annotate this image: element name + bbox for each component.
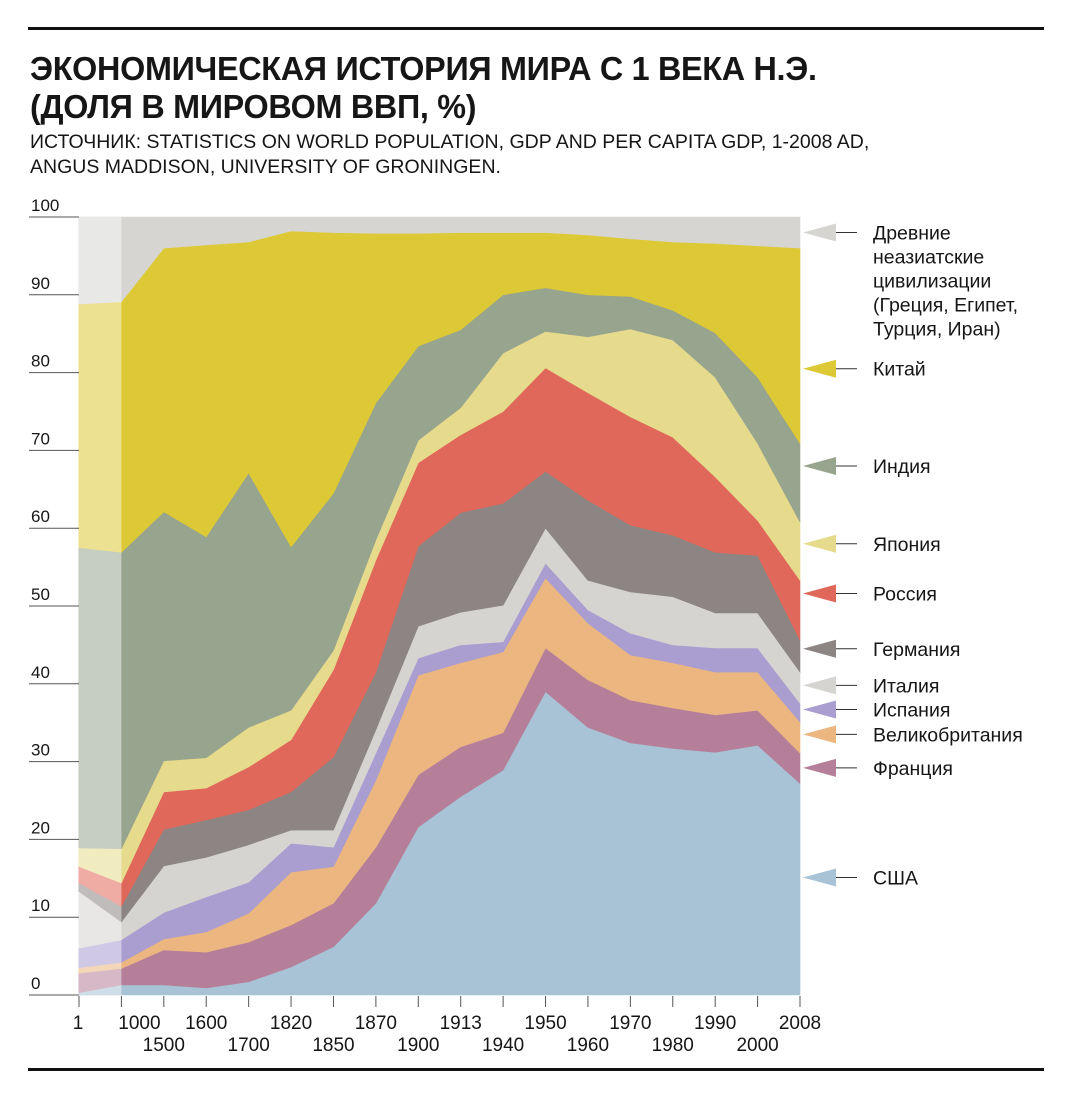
chart-source-line-1: ИСТОЧНИК: STATISTICS ON WORLD POPULATION…: [30, 131, 870, 153]
x-tick-label: 1940: [482, 1035, 524, 1056]
legend-label: США: [873, 868, 918, 890]
area-series-10: [78, 216, 801, 305]
x-tick-label: 1900: [397, 1035, 439, 1056]
x-tick-label: 1820: [270, 1013, 312, 1034]
legend-label: Италия: [873, 675, 939, 697]
legend-item-япония: Япония: [803, 534, 941, 556]
legend-item-испания: Испания: [803, 699, 950, 721]
y-tick-label: 70: [31, 429, 50, 448]
chart-source: ИСТОЧНИК: STATISTICS ON WORLD POPULATION…: [30, 130, 1070, 180]
legend-swatch-triangle-icon: [803, 534, 836, 553]
legend-label: Китай: [873, 359, 926, 381]
y-tick-label: 0: [31, 974, 40, 993]
faded-era-rect: [79, 217, 122, 995]
y-tick-label: 60: [31, 507, 50, 526]
x-tick-label: 1870: [355, 1013, 397, 1034]
legend-swatch-triangle-icon: [803, 223, 836, 242]
legend-item-италия: Италия: [803, 675, 939, 697]
y-tick-label: 100: [31, 196, 59, 215]
legend-label: Турция, Иран): [873, 319, 1001, 341]
legend-item-сша: США: [803, 868, 918, 890]
legend-label: Россия: [873, 584, 937, 606]
y-tick-label: 30: [31, 741, 50, 760]
chart-title: ЭКОНОМИЧЕСКАЯ ИСТОРИЯ МИРА С 1 ВЕКА Н.Э.…: [30, 50, 1049, 126]
legend-swatch-triangle-icon: [803, 868, 836, 887]
y-axis: 0 10 20 30 40 50 60 70 80 90 100: [29, 196, 79, 996]
y-tick-label: 10: [31, 896, 50, 915]
legend-item-великобритания: Великобритания: [803, 724, 1023, 746]
y-tick-label: 20: [31, 818, 50, 837]
legend-swatch-triangle-icon: [803, 758, 836, 777]
x-tick-label: 1913: [440, 1013, 482, 1034]
legend-item-индия: Индия: [803, 456, 931, 478]
x-tick-label: 1850: [312, 1035, 354, 1056]
x-tick-label: 1990: [694, 1013, 736, 1034]
legend-label: Япония: [873, 534, 941, 556]
faded-era-overlay: [79, 217, 122, 995]
chart-title-line-1: ЭКОНОМИЧЕСКАЯ ИСТОРИЯ МИРА С 1 ВЕКА Н.Э.: [30, 50, 817, 87]
legend-label: неазиатские: [873, 247, 984, 269]
y-tick-label: 80: [31, 352, 50, 371]
legend-swatch-triangle-icon: [803, 700, 836, 719]
x-axis: 1 100015001600170018201850187019001913194…: [73, 996, 821, 1056]
x-tick-label: 1970: [609, 1013, 651, 1034]
legend-swatch-triangle-icon: [803, 584, 836, 603]
y-tick-label: 40: [31, 663, 50, 682]
x-tick-label: 1: [73, 1013, 84, 1034]
legend-item-германия: Германия: [803, 639, 960, 661]
legend-item-россия: Россия: [803, 584, 937, 606]
legend-swatch-triangle-icon: [803, 359, 836, 378]
x-tick-label: 1950: [524, 1013, 566, 1034]
y-tick-label: 50: [31, 585, 50, 604]
legend-label: (Греция, Египет,: [873, 295, 1018, 317]
y-tick-label: 90: [31, 274, 50, 293]
chart-title-line-2: (ДОЛЯ В МИРОВОМ ВВП, %): [30, 88, 477, 125]
x-tick-label: 1700: [228, 1035, 270, 1056]
legend-label: Испания: [873, 699, 950, 721]
chart-source-line-2: ANGUS MADDISON, UNIVERSITY OF GRONINGEN.: [30, 156, 501, 178]
x-tick-label: 1600: [185, 1013, 227, 1034]
x-tick-label: 1000: [118, 1013, 160, 1034]
top-rule: [28, 27, 1044, 30]
legend-label: Германия: [873, 639, 960, 661]
legend-label: Индия: [873, 456, 931, 478]
legend-swatch-triangle-icon: [803, 639, 836, 658]
legend-item-франция: Франция: [803, 758, 953, 780]
legend-swatch-triangle-icon: [803, 725, 836, 744]
legend-label: Древние: [873, 223, 951, 245]
x-tick-label: 1960: [567, 1035, 609, 1056]
legend-swatch-triangle-icon: [803, 676, 836, 695]
chart-areas: [78, 216, 801, 996]
legend-label: Великобритания: [873, 724, 1023, 746]
x-tick-label: 2000: [736, 1035, 778, 1056]
x-tick-label: 2008: [779, 1013, 821, 1034]
x-tick-label: 1500: [143, 1035, 185, 1056]
legend-item-китай: Китай: [803, 359, 926, 381]
legend-label: Франция: [873, 758, 953, 780]
legend-swatch-triangle-icon: [803, 456, 836, 475]
bottom-rule: [28, 1068, 1044, 1071]
legend-label: цивилизации: [873, 271, 991, 293]
x-tick-label: 1980: [652, 1035, 694, 1056]
